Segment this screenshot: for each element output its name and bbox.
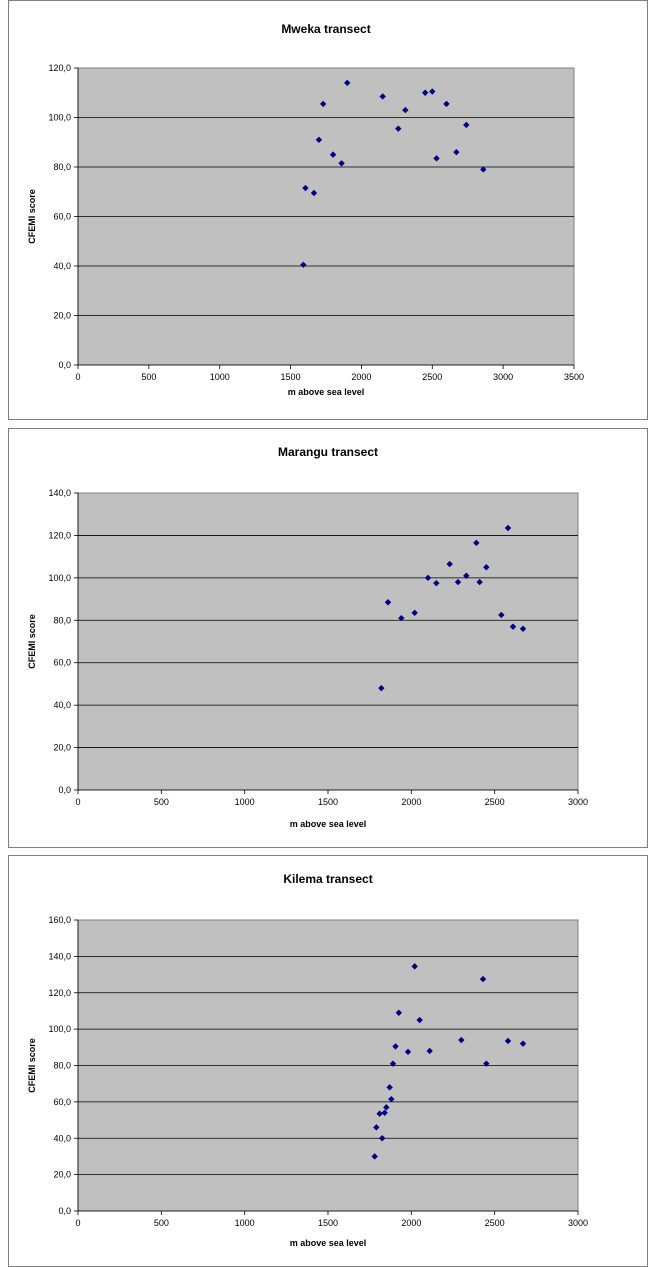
marangu-y-tick-label: 40,0 (53, 700, 71, 710)
kilema-y-tick-label: 60,0 (53, 1097, 71, 1107)
kilema-x-tick-label: 3000 (568, 1218, 588, 1228)
mweka-x-tick-label: 1500 (281, 372, 301, 382)
marangu-y-tick-label: 100,0 (48, 573, 71, 583)
marangu-y-tick-label: 0,0 (58, 785, 71, 795)
marangu-y-axis-label: CFEMI score (27, 614, 37, 669)
marangu-x-tick-label: 2500 (485, 797, 505, 807)
mweka-x-tick-label: 1000 (210, 372, 230, 382)
mweka-x-tick-label: 2500 (422, 372, 442, 382)
marangu-x-tick-label: 0 (75, 797, 80, 807)
kilema-y-tick-label: 140,0 (48, 951, 71, 961)
marangu-chart-title: Marangu transect (278, 445, 378, 459)
marangu-x-tick-label: 1500 (318, 797, 338, 807)
mweka-y-tick-label: 120,0 (48, 63, 71, 73)
mweka-chart-panel: Mweka transect 0,0 20,0 40,0 60,0 80,0 100,0 12… (8, 0, 648, 420)
marangu-y-tick-label: 140,0 (48, 488, 71, 498)
kilema-x-tick-label: 2500 (485, 1218, 505, 1228)
mweka-y-tick-label: 0,0 (58, 360, 71, 370)
kilema-x-tick-label: 0 (75, 1218, 80, 1228)
mweka-x-tick-label: 2000 (351, 372, 371, 382)
marangu-x-tick-label: 3000 (568, 797, 588, 807)
marangu-x-tick-label: 1000 (235, 797, 255, 807)
mweka-x-tick-label: 3000 (493, 372, 513, 382)
kilema-x-tick-label: 1000 (235, 1218, 255, 1228)
kilema-y-tick-label: 80,0 (53, 1061, 71, 1071)
mweka-x-tick-label: 0 (75, 372, 80, 382)
mweka-x-tick-label: 3500 (564, 372, 584, 382)
kilema-y-tick-label: 40,0 (53, 1133, 71, 1143)
kilema-y-axis-label: CFEMI score (27, 1038, 37, 1093)
marangu-y-tick-label: 60,0 (53, 658, 71, 668)
marangu-chart: Marangu transect 0,0 20,0 40,0 60,0 80,0 100,0… (9, 429, 647, 847)
kilema-chart-panel: Kilema transect 0,0 20,0 40,0 60,0 80,0 100,0 1… (8, 855, 648, 1267)
mweka-y-tick-label: 20,0 (53, 311, 71, 321)
marangu-y-tick-label: 20,0 (53, 743, 71, 753)
mweka-y-tick-label: 60,0 (53, 212, 71, 222)
kilema-chart-title: Kilema transect (283, 872, 372, 886)
kilema-y-tick-label: 100,0 (48, 1024, 71, 1034)
mweka-y-tick-label: 80,0 (53, 162, 71, 172)
mweka-x-tick-label: 500 (141, 372, 156, 382)
kilema-x-tick-label: 1500 (318, 1218, 338, 1228)
mweka-y-tick-label: 100,0 (48, 113, 71, 123)
kilema-x-tick-label: 2000 (401, 1218, 421, 1228)
kilema-y-tick-label: 160,0 (48, 915, 71, 925)
mweka-y-axis-label: CFEMI score (27, 189, 37, 244)
mweka-y-tick-label: 40,0 (53, 261, 71, 271)
kilema-chart: Kilema transect 0,0 20,0 40,0 60,0 80,0 100,0 1… (9, 856, 647, 1266)
marangu-x-tick-label: 500 (154, 797, 169, 807)
marangu-x-axis-label: m above sea level (290, 819, 367, 829)
kilema-y-tick-label: 120,0 (48, 988, 71, 998)
kilema-x-tick-label: 500 (154, 1218, 169, 1228)
mweka-chart-title: Mweka transect (281, 22, 370, 36)
mweka-chart: Mweka transect 0,0 20,0 40,0 60,0 80,0 100,0 12… (9, 1, 647, 419)
marangu-plot-area (78, 493, 578, 790)
marangu-y-tick-label: 120,0 (48, 530, 71, 540)
marangu-chart-panel: Marangu transect 0,0 20,0 40,0 60,0 80,0 100,0… (8, 428, 648, 848)
kilema-y-tick-label: 20,0 (53, 1170, 71, 1180)
kilema-x-axis-label: m above sea level (290, 1238, 367, 1248)
marangu-x-tick-label: 2000 (401, 797, 421, 807)
mweka-x-axis-label: m above sea level (288, 387, 365, 397)
kilema-y-tick-label: 0,0 (58, 1206, 71, 1216)
marangu-y-tick-label: 80,0 (53, 615, 71, 625)
